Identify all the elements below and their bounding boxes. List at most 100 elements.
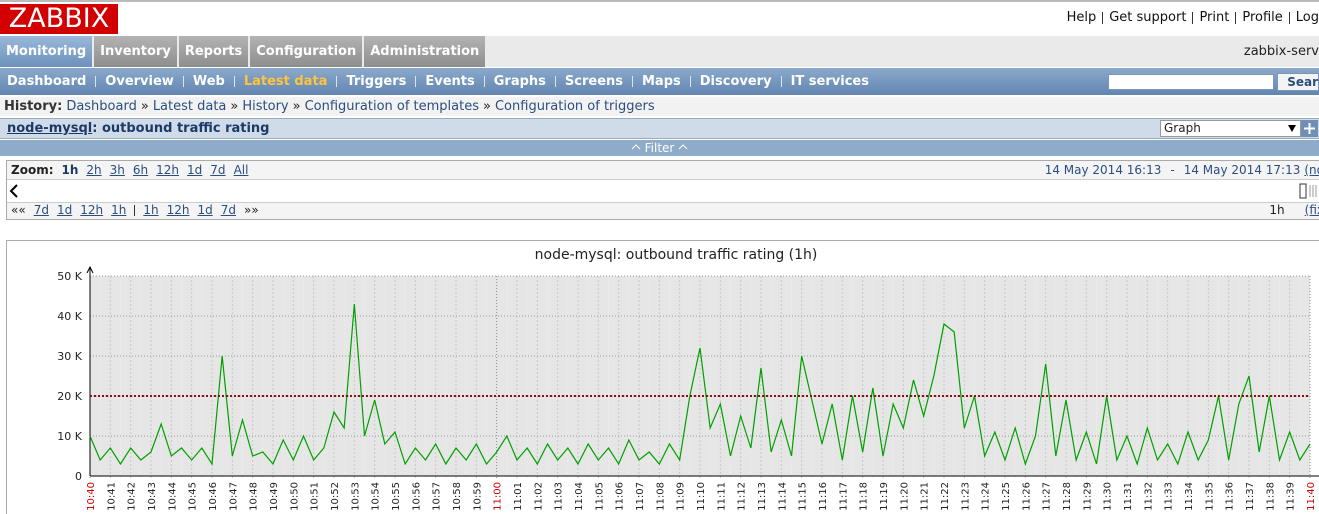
scroll-handle[interactable] — [1299, 183, 1319, 199]
x-tick-label: 11:11 — [716, 482, 727, 511]
nav-forward-option[interactable]: 1h — [143, 203, 159, 217]
separator — [1102, 11, 1104, 24]
zoom-option[interactable]: 7d — [210, 163, 226, 177]
search-button[interactable]: Sear — [1277, 72, 1319, 91]
x-tick-label: 11:14 — [777, 482, 788, 511]
x-tick-label: 11:21 — [920, 482, 931, 511]
breadcrumb[interactable]: Latest data — [152, 99, 227, 114]
add-button[interactable] — [1301, 120, 1318, 137]
period-link[interactable]: (no — [1304, 163, 1319, 177]
nav-forward-option[interactable]: 12h — [166, 203, 190, 217]
x-tick-label: 11:27 — [1042, 482, 1053, 511]
header-link[interactable]: Profile — [1242, 10, 1283, 25]
y-tick-label: 40 K — [57, 310, 82, 323]
host-link[interactable]: node-mysql — [7, 121, 93, 136]
zoom-option[interactable]: 2h — [86, 163, 102, 177]
x-tick-label: 10:48 — [249, 482, 260, 511]
main-menu-tab[interactable]: Monitoring — [0, 36, 93, 67]
x-tick-label: 11:39 — [1286, 482, 1297, 511]
zoom-panel: Zoom: 1h 2h 3h 6h 12h 1d 7d All 14 May 2014 16:13… — [6, 160, 1319, 220]
filter-chevron — [631, 144, 640, 150]
breadcrumb-separator: » — [140, 99, 149, 114]
sub-menu-link[interactable]: Screens — [564, 74, 623, 89]
y-tick-label: 50 K — [57, 270, 82, 283]
x-tick-label: 11:04 — [574, 482, 585, 511]
filter-bar[interactable]: Filter — [0, 140, 1319, 156]
zoom-option[interactable]: 3h — [109, 163, 125, 177]
nav-back-option[interactable]: 1d — [56, 203, 73, 217]
main-menu-tab[interactable]: Configuration — [250, 36, 363, 67]
separator — [780, 76, 782, 87]
sub-menu-link[interactable]: Latest data — [243, 74, 328, 89]
scroll-left[interactable] — [9, 184, 19, 198]
graph-title: node-mysql: outbound traffic rating (1h) — [535, 247, 818, 263]
sub-menu-link[interactable]: Graphs — [493, 74, 546, 89]
main-menu-tab[interactable]: Administration — [364, 36, 486, 67]
nav-back-option[interactable]: 7d — [33, 203, 49, 217]
main-menu-tab[interactable]: Reports — [178, 36, 249, 67]
x-tick-label: 10:50 — [289, 482, 300, 511]
x-tick-label: 11:12 — [737, 482, 748, 511]
nav-fixed[interactable]: (fix — [1304, 203, 1319, 217]
select-value: Graph — [1164, 121, 1201, 135]
logo[interactable]: ZABBIX — [0, 4, 118, 34]
breadcrumb[interactable]: History — [242, 99, 289, 114]
y-tick-label: 10 K — [57, 430, 82, 443]
header-link[interactable]: Get support — [1109, 10, 1187, 25]
nav-back[interactable]: «« — [11, 203, 26, 217]
separator — [632, 76, 633, 87]
sub-menu-link[interactable]: Overview — [105, 74, 174, 89]
x-tick-label: 11:20 — [899, 482, 910, 511]
sub-menu-link[interactable]: Maps — [642, 74, 681, 89]
breadcrumb[interactable]: Configuration of triggers — [494, 99, 655, 114]
zoom-option[interactable]: All — [233, 163, 249, 177]
x-tick-label: 11:17 — [838, 482, 849, 511]
separator — [182, 76, 184, 87]
x-tick-label: 11:35 — [1204, 482, 1215, 511]
main-menu-tab[interactable]: Inventory — [94, 36, 177, 67]
nav-forward-option[interactable]: 1d — [197, 203, 213, 217]
x-tick-label: 11:30 — [1103, 482, 1114, 511]
graph-select[interactable]: Graph — [1160, 120, 1301, 137]
zoom-option[interactable]: 6h — [132, 163, 149, 177]
x-tick-label: 11:02 — [533, 482, 544, 511]
header-link[interactable]: Help — [1066, 10, 1097, 25]
scrollbar[interactable] — [7, 179, 1319, 203]
x-tick-label: 11:37 — [1245, 482, 1256, 511]
sub-menu-link[interactable]: Triggers — [346, 74, 407, 89]
x-tick-label: 10:42 — [127, 482, 138, 511]
zoom-option[interactable]: 1d — [187, 163, 203, 177]
zoom-option[interactable]: 1h — [61, 163, 79, 177]
sub-menu-link[interactable]: Web — [192, 74, 225, 89]
header-link[interactable]: Print — [1199, 10, 1230, 25]
title-bar: node-mysql: outbound traffic rating Grap… — [0, 118, 1319, 139]
sub-menu-link[interactable]: IT services — [790, 74, 869, 89]
x-tick-label: 10:46 — [208, 482, 219, 511]
x-tick-label: 11:06 — [615, 482, 626, 511]
nav-back-option[interactable]: 1h — [111, 203, 127, 217]
x-tick-label: 11:19 — [879, 482, 890, 511]
nav-forward[interactable]: »» — [244, 203, 259, 217]
x-tick-label: 10:49 — [269, 482, 280, 511]
sub-menu-link[interactable]: Dashboard — [7, 74, 87, 89]
x-tick-label: 11:31 — [1123, 482, 1134, 511]
x-tick-label: 11:13 — [757, 482, 768, 511]
x-tick-label: 11:01 — [513, 482, 524, 511]
separator — [1192, 11, 1194, 24]
separator — [415, 76, 417, 87]
zoom-option[interactable]: 12h — [156, 163, 180, 177]
sub-menu-link[interactable]: Events — [425, 74, 475, 89]
search-input[interactable] — [1108, 73, 1275, 90]
header-link[interactable]: Log — [1295, 10, 1319, 25]
x-tick-label: 11:16 — [818, 482, 829, 511]
x-tick-label: 11:28 — [1062, 482, 1073, 511]
breadcrumb[interactable]: Configuration of templates — [304, 99, 480, 114]
nav-forward-option[interactable]: 7d — [220, 203, 236, 217]
separator — [1288, 11, 1290, 24]
x-tick-label: 10:40 — [86, 482, 97, 511]
sub-menu-link[interactable]: Discovery — [699, 74, 772, 89]
x-tick-label: 10:59 — [472, 482, 483, 511]
y-tick-label: 30 K — [57, 350, 82, 363]
nav-back-option[interactable]: 12h — [80, 203, 104, 217]
breadcrumb[interactable]: Dashboard — [66, 99, 137, 114]
